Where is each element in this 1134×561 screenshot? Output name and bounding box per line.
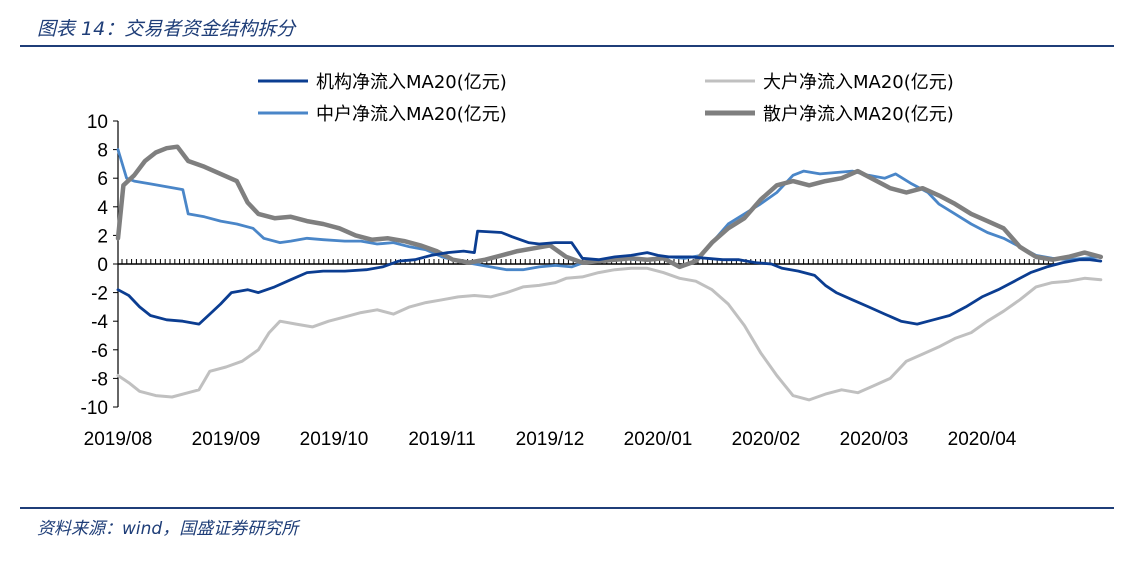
- y-tick-label: -10: [81, 398, 108, 419]
- legend-item-3: 散户净流入MA20(亿元): [705, 104, 954, 125]
- y-tick-label: 6: [97, 169, 108, 190]
- series-lines: [115, 144, 1104, 402]
- series-line-2: [116, 148, 1103, 272]
- y-tick-label: -2: [91, 284, 108, 305]
- legend-item-0: 机构净流入MA20(亿元): [258, 72, 507, 93]
- x-tick-label: 2019/10: [300, 429, 369, 450]
- y-tick-label: -6: [91, 341, 108, 362]
- x-tick-label: 2019/08: [84, 429, 153, 450]
- x-tick-label: 2020/04: [948, 429, 1017, 450]
- y-tick-label: 0: [97, 255, 108, 276]
- x-tick-label: 2019/11: [408, 429, 475, 450]
- legend: 机构净流入MA20(亿元) 中户净流入MA20(亿元) 大户净流入MA20(亿元) 散…: [258, 72, 954, 125]
- y-tick-label: -8: [91, 369, 108, 390]
- legend-label: 散户净流入MA20(亿元): [763, 104, 954, 125]
- y-tick-label: 10: [87, 112, 108, 133]
- source-rule: [20, 507, 1114, 509]
- source-note: 资料来源：wind，国盛证券研究所: [37, 519, 299, 539]
- x-tick-label: 2019/12: [516, 429, 585, 450]
- legend-item-2: 中户净流入MA20(亿元): [258, 104, 507, 125]
- figure-title: 图表 14：交易者资金结构拆分: [37, 18, 296, 40]
- y-tick-label: 2: [97, 226, 108, 247]
- title-rule: [20, 45, 1114, 47]
- y-tick-label: 8: [97, 141, 108, 162]
- legend-label: 中户净流入MA20(亿元): [316, 104, 507, 125]
- series-line-0: [116, 229, 1103, 326]
- x-tick-label: 2019/09: [192, 429, 261, 450]
- x-tick-label: 2020/02: [732, 429, 801, 450]
- y-tick-label: -4: [91, 312, 108, 333]
- series-line-3: [115, 144, 1104, 270]
- x-tick-label: 2020/03: [840, 429, 909, 450]
- legend-label: 大户净流入MA20(亿元): [763, 72, 954, 93]
- x-tick-label: 2020/01: [624, 429, 693, 450]
- y-tick-label: 4: [97, 198, 108, 219]
- series-line-1: [116, 266, 1103, 402]
- legend-label: 机构净流入MA20(亿元): [316, 72, 507, 93]
- legend-item-1: 大户净流入MA20(亿元): [705, 72, 954, 93]
- axes: 10 8 6 4 2 0 -2 -4 -6 -8 -10 2019/08 2019/09 2019/10 2…: [81, 112, 1057, 450]
